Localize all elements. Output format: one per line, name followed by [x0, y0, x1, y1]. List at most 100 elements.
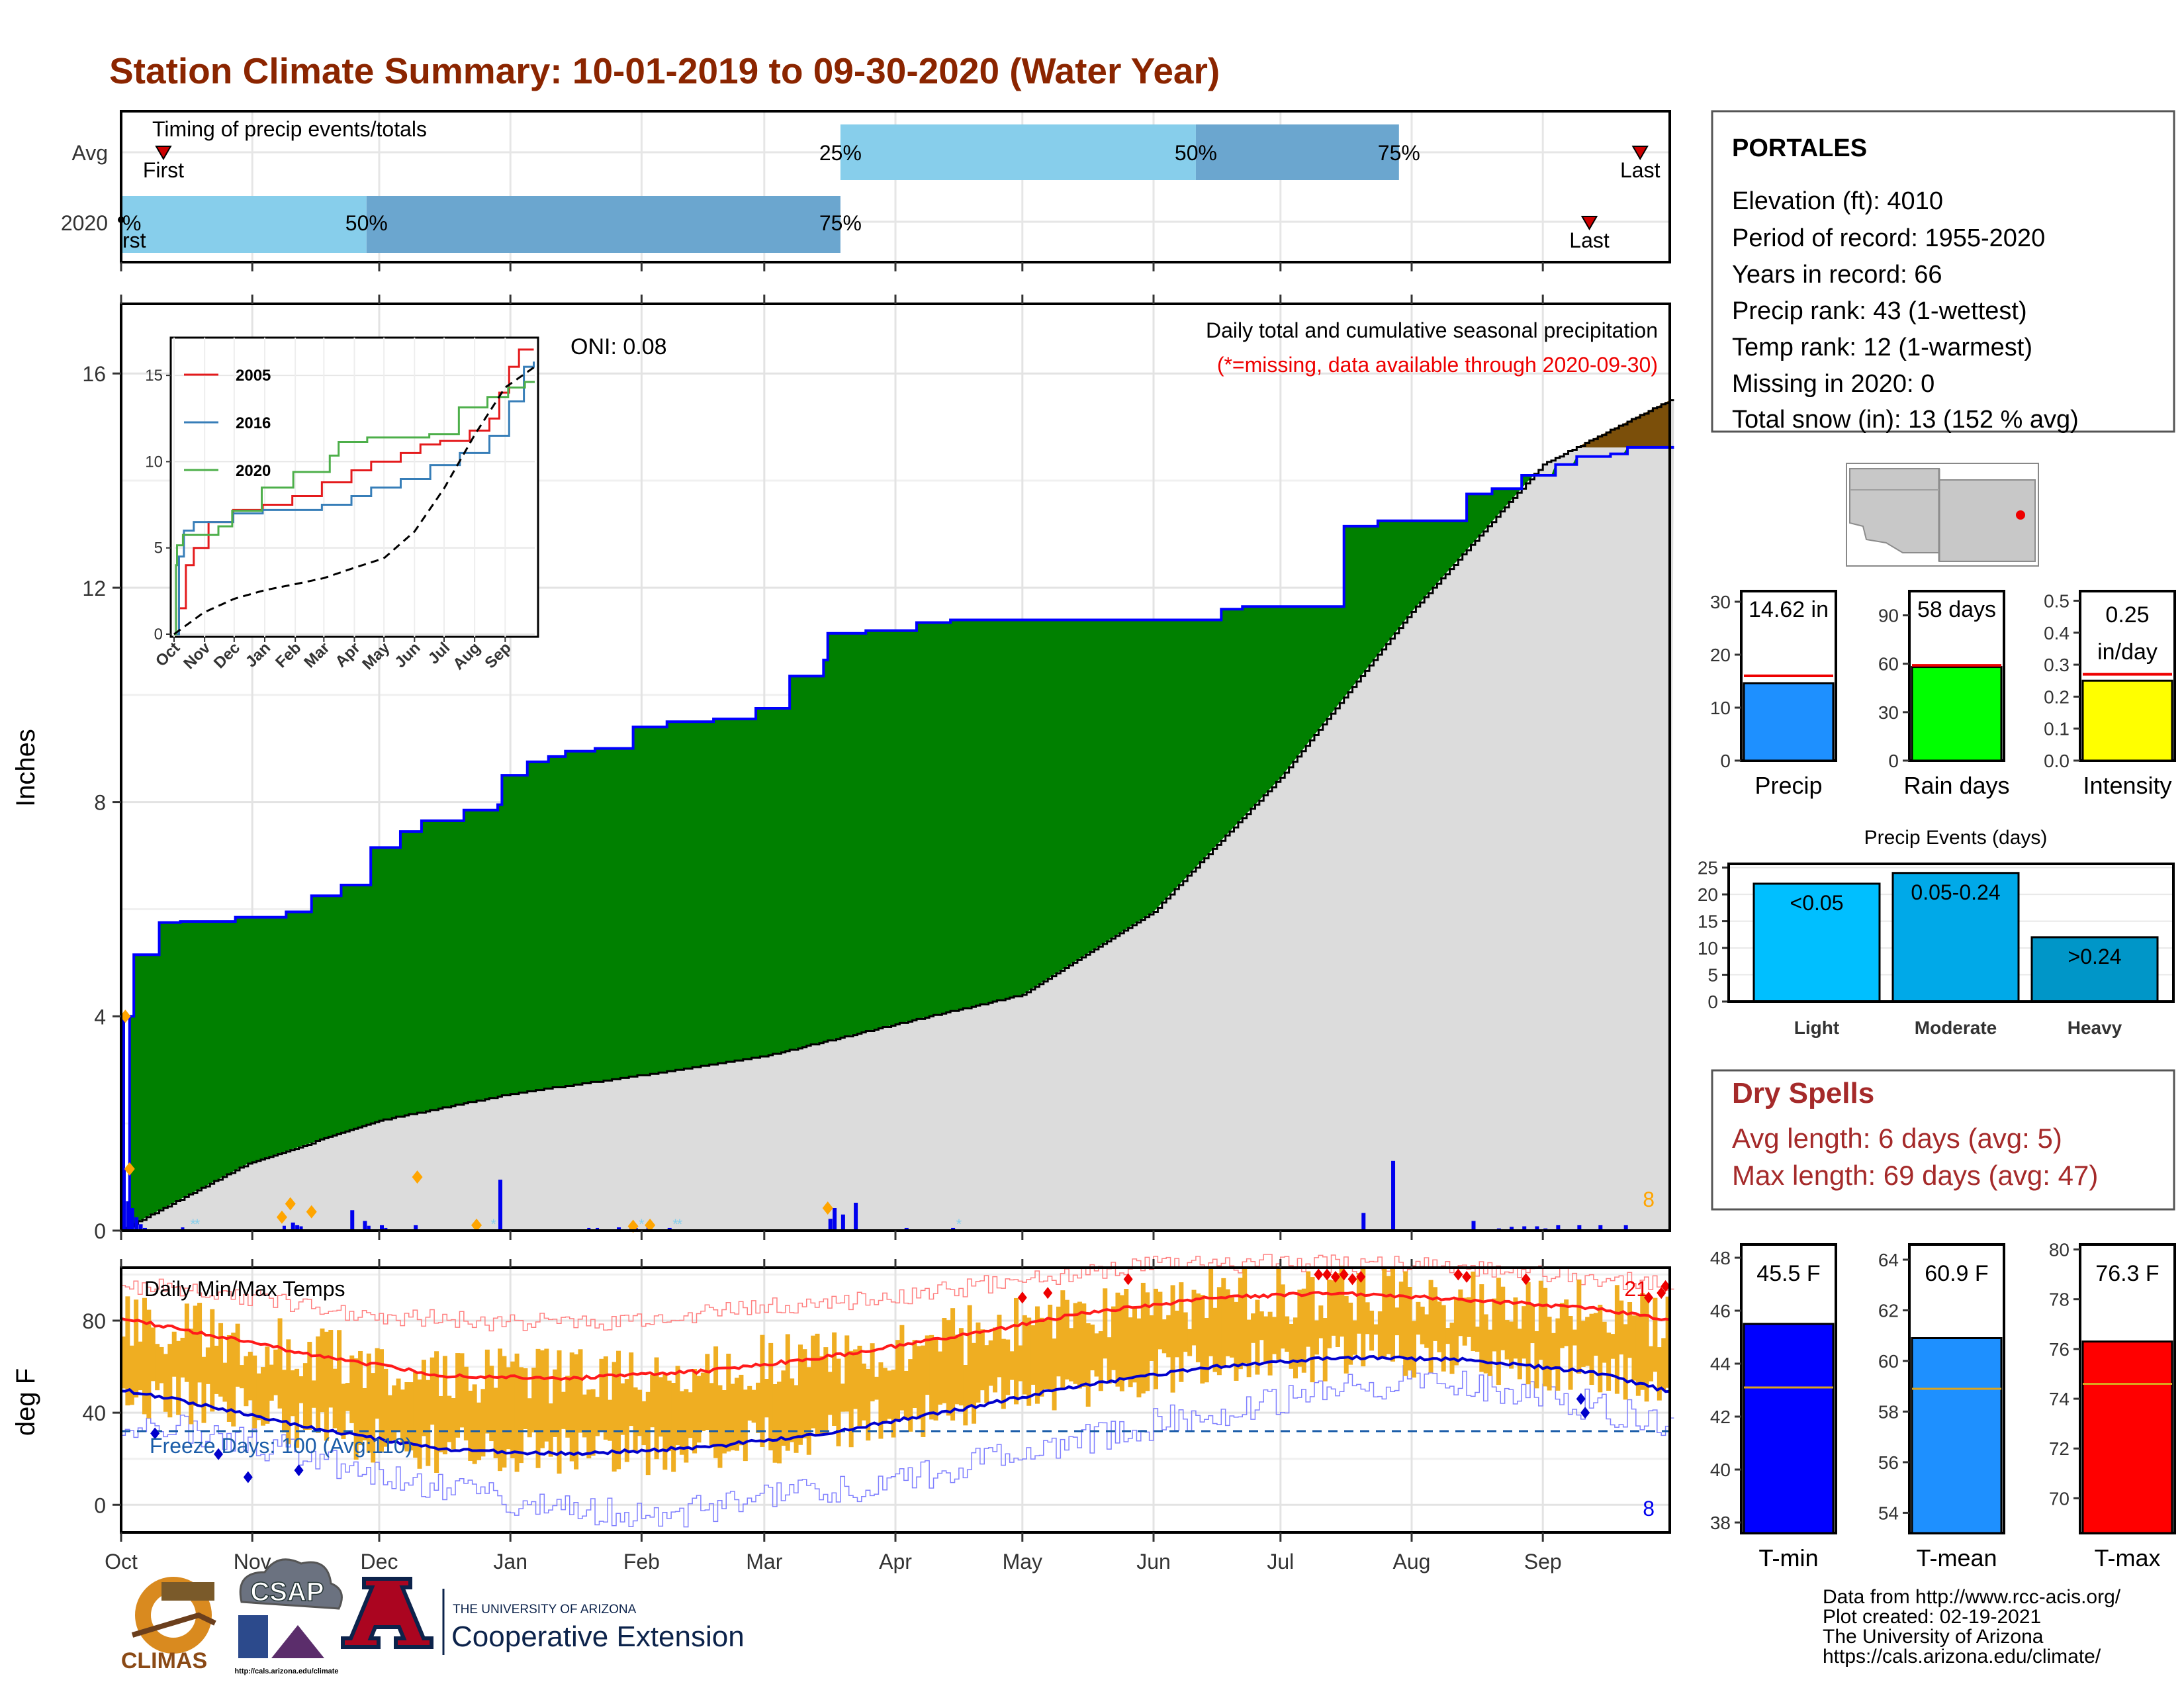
daily-temp-bar	[1522, 1306, 1527, 1359]
daily-temp-bar	[1589, 1313, 1594, 1385]
daily-temp-bar	[379, 1349, 384, 1452]
daily-temp-bar	[557, 1350, 562, 1474]
dry-spells-max: Max length: 69 days (avg: 47)	[1732, 1160, 2098, 1191]
inset-series-line	[174, 348, 534, 635]
timing-first-marker	[118, 216, 124, 223]
daily-temp-bar	[979, 1329, 985, 1391]
daily-temp-bar	[197, 1303, 203, 1383]
timing-panel: Timing of precip events/totals Avg 2020 …	[61, 110, 1671, 271]
daily-temp-bar	[539, 1350, 545, 1448]
daily-temp-bar	[1149, 1315, 1154, 1361]
snow-marker	[822, 1201, 833, 1215]
daily-temp-bar	[1356, 1273, 1361, 1334]
daily-temp-bar	[1272, 1317, 1277, 1354]
daily-precip-bar	[181, 1227, 185, 1231]
daily-temp-bar	[1111, 1306, 1116, 1370]
daily-temp-bar	[1585, 1317, 1590, 1366]
snow-marker	[306, 1205, 317, 1219]
daily-temp-bar	[958, 1328, 964, 1406]
daily-temp-bar	[1661, 1338, 1666, 1390]
hot-count-label: 21	[1624, 1277, 1648, 1301]
daily-temp-bar	[129, 1345, 134, 1405]
daily-precip-bar	[617, 1227, 621, 1231]
daily-temp-bar	[1525, 1282, 1531, 1385]
daily-temp-bar	[899, 1325, 905, 1411]
dry-spells-title: Dry Spells	[1732, 1077, 1874, 1109]
avg-tmax-line	[120, 1291, 1670, 1382]
side-chart-tick-label: 38	[1710, 1513, 1731, 1533]
inset-ytick-label: 0	[154, 626, 163, 643]
daily-temp-bar	[739, 1374, 744, 1446]
daily-temp-bar	[823, 1347, 829, 1435]
side-chart-tick-label: 72	[2049, 1438, 2070, 1459]
daily-temp-bar	[612, 1362, 617, 1472]
precip-events-bar-label: >0.24	[2068, 945, 2122, 968]
daily-temp-bar	[417, 1379, 422, 1469]
temp-xtick-label: Jan	[493, 1550, 527, 1573]
daily-temp-bar	[1119, 1295, 1124, 1391]
daily-temp-bar	[193, 1305, 198, 1406]
precip-events-tick-label: 5	[1707, 965, 1718, 986]
daily-precip-bar	[138, 1224, 143, 1231]
precip-events-tick-label: 25	[1698, 858, 1718, 878]
average-cumulative-line	[121, 399, 1674, 1232]
daily-temp-bar	[1136, 1318, 1142, 1397]
daily-temp-bar	[260, 1367, 265, 1426]
side-chart-tick-label: 40	[1710, 1460, 1731, 1480]
daily-temp-bar	[1467, 1297, 1472, 1337]
daily-temp-bar	[316, 1336, 321, 1433]
daily-temp-bar	[624, 1379, 629, 1462]
daily-temp-bar	[654, 1357, 659, 1460]
daily-temp-bar	[811, 1335, 816, 1429]
climas-logo: CLIMAS	[121, 1577, 216, 1673]
timing-last-label: Last	[1569, 228, 1610, 252]
daily-temp-bar	[569, 1352, 574, 1462]
csap-url: http://cals.arizona.edu/climate	[234, 1667, 338, 1675]
station-line: Years in record: 66	[1732, 261, 1942, 289]
daily-temp-bar	[121, 1336, 126, 1389]
daily-temp-bar	[290, 1370, 295, 1417]
temp-xtick-label: Oct	[105, 1550, 138, 1573]
daily-temp-bar	[252, 1355, 257, 1429]
precip-ylabel: Inches	[11, 729, 40, 807]
side-chart-bar	[1743, 682, 1835, 762]
daily-temp-bar	[404, 1382, 410, 1452]
side-chart-tick-label: 0	[1888, 751, 1899, 771]
snow-marker	[276, 1210, 287, 1224]
daily-temp-bar	[832, 1332, 837, 1427]
daily-temp-bar	[328, 1330, 334, 1408]
trace-marker: *	[677, 1216, 683, 1233]
daily-temp-bar	[997, 1315, 1002, 1378]
daily-temp-bar	[1635, 1315, 1641, 1396]
dry-spells-box: Dry Spells Avg length: 6 days (avg: 5) M…	[1711, 1069, 2175, 1211]
daily-temp-bar	[730, 1383, 735, 1450]
daily-temp-bar	[721, 1390, 727, 1454]
daily-temp-bar	[1437, 1301, 1442, 1352]
precip-events-tick-label: 0	[1707, 992, 1718, 1012]
daily-temp-bar	[764, 1379, 769, 1418]
inset-ytick-label: 10	[145, 453, 163, 471]
daily-precip-bar	[380, 1225, 384, 1231]
trace-marker: *	[195, 1216, 201, 1233]
timing-2020-percent-label: 50%	[345, 211, 388, 235]
average-cumulative-area	[121, 400, 1674, 1231]
daily-temp-bar	[1216, 1287, 1222, 1376]
daily-temp-bar	[1026, 1317, 1032, 1406]
daily-temp-bar	[1043, 1319, 1048, 1389]
trace-marker: *	[190, 1216, 196, 1233]
daily-temp-bar	[1208, 1268, 1214, 1356]
daily-temp-bar	[1398, 1282, 1404, 1358]
precip-events-bar	[1891, 872, 2020, 1003]
daily-temp-bar	[1593, 1313, 1598, 1356]
daily-precip-bar	[299, 1226, 303, 1231]
record-high-marker	[1462, 1270, 1472, 1283]
side-chart-tick-label: 76	[2049, 1339, 2070, 1360]
temp-ylabel: deg F	[11, 1368, 40, 1436]
side-chart-tick-label: 74	[2049, 1389, 2070, 1409]
side-chart-tick-label: 46	[1710, 1301, 1731, 1321]
timing-2020-q3-bar	[366, 196, 841, 253]
side-chart-tick-label: 10	[1710, 698, 1731, 718]
daily-temp-bar	[1005, 1339, 1011, 1395]
daily-temp-bar	[514, 1353, 520, 1472]
daily-temp-bar	[1094, 1333, 1099, 1377]
